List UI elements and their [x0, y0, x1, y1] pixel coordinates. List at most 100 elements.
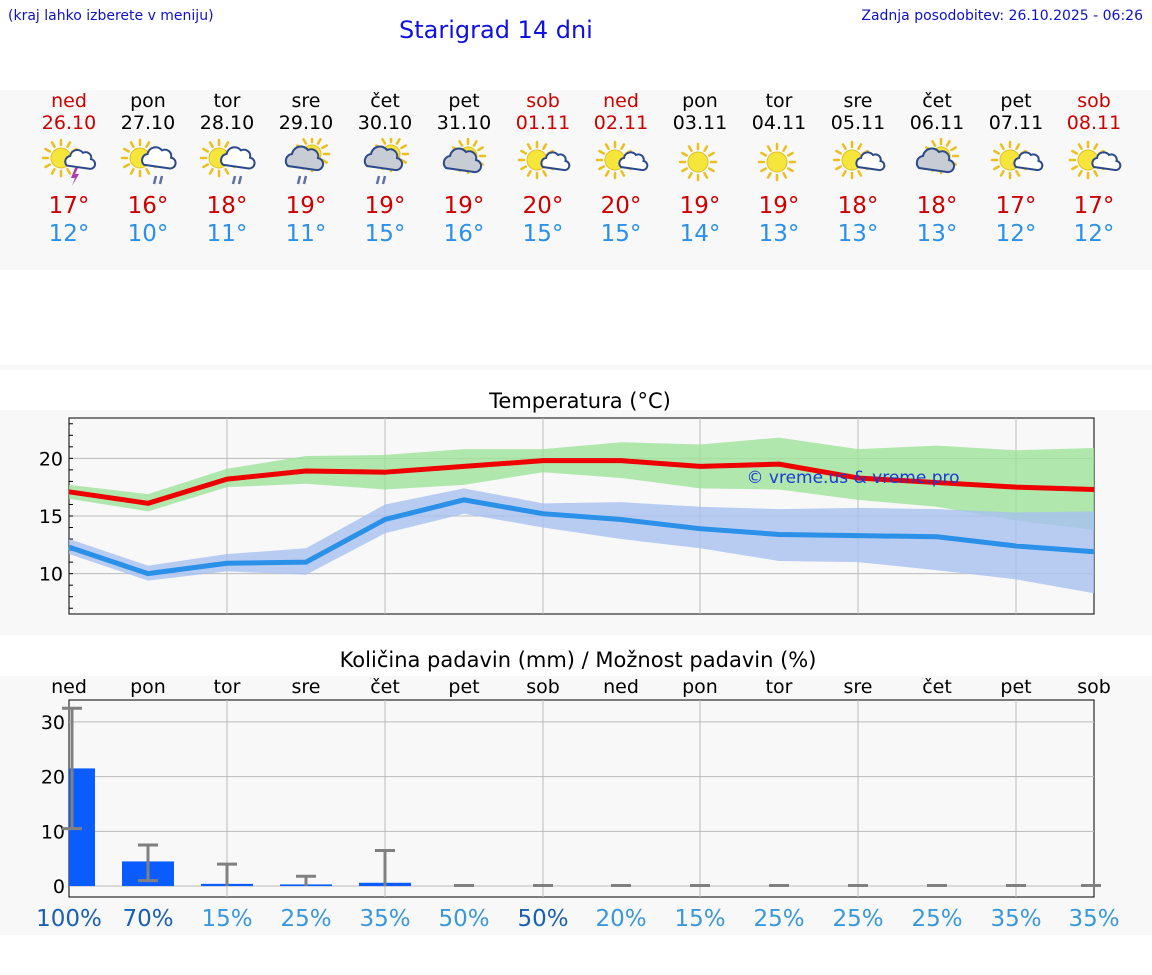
forecast-day: čet 30.10 19° 15°: [345, 90, 425, 248]
forecast-day: pet 31.10 19° 16°: [424, 90, 504, 248]
x-tick-label: pet: [448, 676, 479, 698]
x-tick-label: čet: [922, 676, 952, 698]
precip-chance: 25%: [280, 906, 332, 932]
day-name: čet: [922, 90, 952, 112]
temp-max: 19°: [364, 193, 406, 219]
temp-min: 14°: [679, 221, 721, 247]
day-date: 27.10: [120, 112, 176, 134]
page-title: Starigrad 14 dni: [399, 16, 593, 44]
precip-chance: 25%: [832, 906, 884, 932]
precip-chance: 50%: [517, 906, 569, 932]
y-tick-label: 20: [41, 767, 65, 789]
temp-min: 12°: [48, 221, 90, 247]
x-tick-label: pon: [682, 676, 718, 698]
day-date: 05.11: [830, 112, 886, 134]
y-tick-label: 10: [41, 821, 65, 843]
temp-max: 19°: [285, 193, 327, 219]
y-tick-label: 15: [39, 506, 63, 528]
cloud-sun-icon: [915, 138, 960, 175]
day-date: 31.10: [436, 112, 492, 134]
precip-chance: 35%: [1068, 906, 1120, 932]
precip-chance: 35%: [990, 906, 1042, 932]
watermark: © vreme.us & vreme.pro: [746, 468, 959, 488]
precip-chance: 100%: [36, 906, 102, 932]
y-tick-label: 20: [39, 448, 63, 470]
temperature-chart: Temperatura (°C) 10 15 20 © vreme.us & vreme…: [39, 389, 1095, 615]
cloud-sun-icon: [442, 138, 487, 175]
day-name: tor: [213, 90, 241, 112]
precip-chance: 25%: [753, 906, 805, 932]
day-name: sre: [843, 90, 873, 112]
temp-min: 15°: [364, 221, 406, 247]
forecast-day: ned 26.10 17° 12°: [29, 90, 109, 248]
day-name: pet: [1000, 90, 1032, 112]
temp-min: 11°: [285, 221, 327, 247]
forecast-band: [0, 90, 1152, 270]
temp-chart-title: Temperatura (°C): [488, 389, 671, 413]
series-band-min: [69, 488, 1094, 594]
y-tick-label: 0: [53, 876, 65, 898]
precip-chance-row: 100% 70% 15% 25% 35% 50% 50% 20% 15% 25% 25% 25% 35%…: [0, 903, 1152, 935]
forecast-day: sob 08.11 17° 12°: [1054, 90, 1134, 248]
precipitation-chart: Količina padavin (mm) / Možnost padavin …: [41, 648, 1111, 898]
temp-max: 17°: [1073, 193, 1115, 219]
day-date: 30.10: [357, 112, 413, 134]
temp-min: 11°: [206, 221, 248, 247]
temp-max: 20°: [600, 193, 642, 219]
day-name: sob: [526, 90, 560, 112]
day-name: pon: [682, 90, 718, 112]
y-tick-label: 10: [39, 564, 63, 586]
x-tick-label: pon: [130, 676, 166, 698]
precip-chance: 15%: [201, 906, 253, 932]
temp-max: 20°: [522, 193, 564, 219]
precip-chance: 70%: [122, 906, 174, 932]
temp-min: 13°: [758, 221, 800, 247]
day-date: 07.11: [988, 112, 1044, 134]
temp-min: 12°: [1073, 221, 1115, 247]
sun-small-cloud-icon: [832, 140, 886, 180]
x-tick-label: čet: [370, 676, 400, 698]
forecast-day: sre 29.10 19° 11°: [266, 90, 346, 248]
temp-min: 12°: [995, 221, 1037, 247]
temp-max: 17°: [48, 193, 90, 219]
temp-max: 16°: [127, 193, 169, 219]
temp-max: 17°: [995, 193, 1037, 219]
day-name: tor: [765, 90, 793, 112]
series-line-min: [68, 497, 1095, 577]
day-date: 02.11: [593, 112, 649, 134]
x-tick-label: tor: [766, 676, 793, 698]
day-date: 03.11: [672, 112, 728, 134]
x-tick-label: ned: [51, 676, 87, 698]
temp-max: 18°: [837, 193, 879, 219]
precip-chart-title: Količina padavin (mm) / Možnost padavin …: [340, 648, 817, 672]
temp-max: 19°: [443, 193, 485, 219]
sun-cloud-rain-icon: [199, 138, 256, 185]
precip-chance: 20%: [595, 906, 647, 932]
precip-chance: 50%: [438, 906, 490, 932]
x-tick-label: sob: [526, 676, 560, 698]
temp-min: 13°: [837, 221, 879, 247]
day-date: 06.11: [909, 112, 965, 134]
sun-small-cloud-icon: [1068, 140, 1122, 180]
temp-max: 19°: [679, 193, 721, 219]
day-name: pon: [130, 90, 166, 112]
day-name: pet: [448, 90, 480, 112]
forecast-day: ned 02.11 20° 15°: [581, 90, 661, 248]
day-date: 01.11: [515, 112, 571, 134]
sun-cloud-thunder-icon: [41, 138, 97, 186]
precip-plot-area: [68, 699, 1095, 898]
x-tick-label: tor: [214, 676, 241, 698]
forecast-day: sob 01.11 20° 15°: [503, 90, 583, 248]
day-date: 26.10: [41, 112, 97, 134]
temp-min: 16°: [443, 221, 485, 247]
sun-cloud-rain-icon: [120, 138, 177, 185]
sun-icon: [678, 142, 718, 182]
temp-max: 18°: [206, 193, 248, 219]
last-updated: Zadnja posodobitev: 26.10.2025 - 06:26: [861, 8, 1143, 24]
sun-small-cloud-icon: [595, 140, 649, 180]
day-name: ned: [603, 90, 639, 112]
precip-chance: 25%: [911, 906, 963, 932]
precip-chance: 15%: [674, 906, 726, 932]
temp-max: 19°: [758, 193, 800, 219]
y-tick-label: 30: [41, 712, 65, 734]
